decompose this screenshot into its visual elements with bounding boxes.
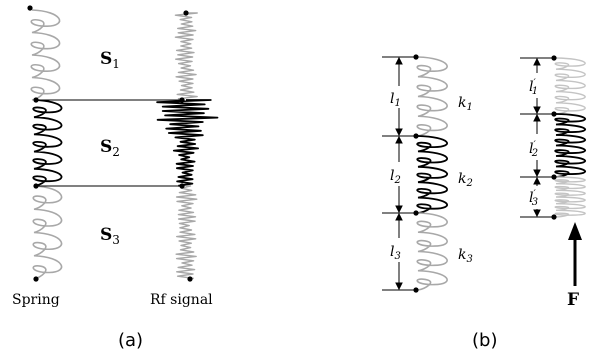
signal-dot-1 bbox=[179, 97, 185, 103]
spring-b-rest bbox=[416, 56, 448, 291]
stiffness-label-k2: k2 bbox=[458, 171, 473, 189]
signal-dot-2 bbox=[179, 183, 185, 189]
panel-a: S1 S2 S3 Spring Rf signal (a) bbox=[12, 5, 219, 351]
stiffness-label-k1: k1 bbox=[458, 95, 473, 113]
segment-label-s2: S2 bbox=[100, 137, 120, 159]
length-label-l1: l1 bbox=[390, 91, 401, 109]
spring-a-bottom-dot bbox=[33, 276, 39, 282]
spring-b-rest-segment-1 bbox=[416, 56, 448, 137]
compressed-length-label-1: l′ 1 bbox=[529, 78, 538, 97]
spring-b-comp-segment-1 bbox=[554, 57, 586, 115]
signal-bottom-dot bbox=[187, 276, 193, 282]
signal-caption: Rf signal bbox=[150, 292, 213, 308]
spring-b-compressed bbox=[554, 57, 587, 218]
compressed-dot-bottom bbox=[551, 214, 557, 220]
spring-a-top-dot bbox=[27, 5, 33, 11]
spring-a-segment-1 bbox=[30, 9, 61, 101]
rest-dot-2 bbox=[413, 210, 419, 216]
panel-a-caption: (a) bbox=[118, 330, 143, 351]
spring-a-segment-2 bbox=[32, 99, 63, 187]
spring-b-rest-segment-2 bbox=[416, 135, 448, 214]
stiffness-label-k3: k3 bbox=[458, 247, 473, 265]
rf-signal-segment-1 bbox=[174, 12, 198, 100]
spring-a bbox=[30, 9, 63, 280]
segment-label-s1: S1 bbox=[100, 49, 120, 71]
rest-dimension-arrows bbox=[395, 56, 403, 291]
panel-b: l1 l2 l3 k1 k2 k3 l′ 1 l′ 2 l′ 3 bbox=[382, 54, 587, 351]
spring-b-rest-segment-3 bbox=[416, 212, 448, 291]
rest-dot-top bbox=[413, 54, 419, 60]
compressed-dot-1 bbox=[551, 111, 557, 117]
compressed-dot-2 bbox=[551, 174, 557, 180]
length-label-l2: l2 bbox=[390, 168, 401, 186]
spring-b-comp-segment-2 bbox=[554, 113, 587, 178]
rf-signal-segment-3 bbox=[175, 185, 198, 280]
spring-b-comp-segment-3 bbox=[554, 176, 586, 218]
compressed-dimension-arrows bbox=[533, 57, 541, 218]
compressed-dot-top bbox=[551, 55, 557, 61]
compressed-spring-ticks bbox=[520, 57, 554, 218]
signal-top-dot bbox=[183, 10, 189, 16]
rest-dot-1 bbox=[413, 133, 419, 139]
spring-caption: Spring bbox=[12, 292, 60, 308]
rf-signal bbox=[156, 12, 219, 280]
force-label: F bbox=[567, 290, 579, 310]
rest-dot-bottom bbox=[413, 287, 419, 293]
spring-a-dot-2 bbox=[33, 183, 39, 189]
compressed-length-label-2: l′ 2 bbox=[529, 140, 538, 159]
panel-b-caption: (b) bbox=[472, 330, 497, 351]
length-label-l3: l3 bbox=[390, 244, 401, 262]
spring-a-dot-1 bbox=[33, 97, 39, 103]
spring-a-segment-3 bbox=[32, 185, 63, 280]
rf-signal-segment-2 bbox=[156, 99, 219, 187]
segment-label-s3: S3 bbox=[100, 225, 120, 247]
force-arrow bbox=[568, 222, 582, 286]
compressed-length-label-3: l′ 3 bbox=[529, 189, 538, 208]
